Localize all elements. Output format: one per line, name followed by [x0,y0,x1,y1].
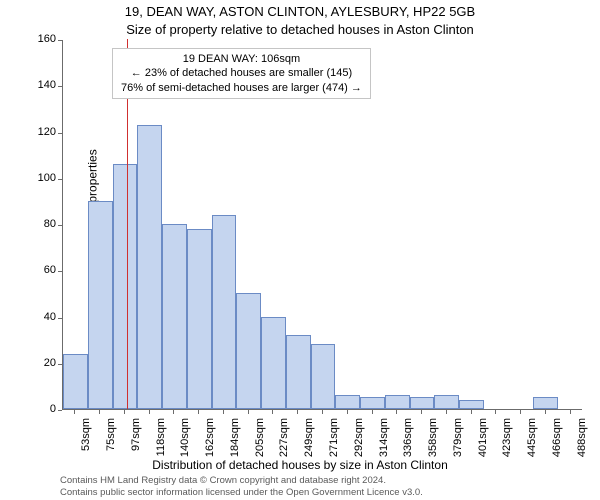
histogram-bar [113,164,138,409]
histogram-bar [261,317,286,410]
x-tick-mark [124,410,125,414]
y-tick-label: 20 [26,357,56,369]
x-tick-mark [99,410,100,414]
footer-line1: Contains HM Land Registry data © Crown c… [60,475,423,486]
y-tick-mark [58,318,62,319]
x-tick-mark [372,410,373,414]
histogram-bar [410,397,435,409]
histogram-bar [162,224,187,409]
histogram-bar [459,400,484,409]
footer-attribution: Contains HM Land Registry data © Crown c… [60,475,423,498]
x-tick-mark [173,410,174,414]
annotation-line3: 76% of semi-detached houses are larger (… [121,81,362,95]
x-tick-mark [495,410,496,414]
x-tick-mark [545,410,546,414]
histogram-bar [360,397,385,409]
histogram-bar [63,354,88,410]
x-tick-mark [198,410,199,414]
x-tick-mark [297,410,298,414]
footer-line2: Contains public sector information licen… [60,487,423,498]
x-tick-mark [322,410,323,414]
y-tick-label: 120 [26,126,56,138]
histogram-bar [187,229,212,409]
x-tick-mark [248,410,249,414]
y-tick-mark [58,364,62,365]
y-tick-label: 0 [26,403,56,415]
x-tick-mark [149,410,150,414]
y-tick-label: 80 [26,218,56,230]
histogram-bar [236,293,261,409]
chart-subtitle: Size of property relative to detached ho… [0,22,600,37]
x-tick-mark [74,410,75,414]
histogram-bar [434,395,459,409]
x-axis-label: Distribution of detached houses by size … [0,458,600,472]
x-tick-mark [446,410,447,414]
x-tick-mark [520,410,521,414]
x-tick-mark [272,410,273,414]
annotation-line2: ← 23% of detached houses are smaller (14… [121,66,362,80]
y-tick-label: 100 [26,172,56,184]
x-tick-mark [570,410,571,414]
histogram-bar [212,215,237,409]
y-tick-label: 60 [26,264,56,276]
y-tick-label: 140 [26,79,56,91]
y-tick-mark [58,271,62,272]
y-tick-label: 40 [26,311,56,323]
y-tick-label: 160 [26,33,56,45]
histogram-bar [385,395,410,409]
y-tick-mark [58,133,62,134]
x-tick-mark [347,410,348,414]
y-tick-mark [58,225,62,226]
histogram-bar [137,125,162,409]
annotation-line1: 19 DEAN WAY: 106sqm [121,52,362,66]
y-tick-mark [58,40,62,41]
histogram-bar [533,397,558,409]
histogram-bar [311,344,336,409]
histogram-bar [88,201,113,409]
y-tick-mark [58,410,62,411]
chart-title-address: 19, DEAN WAY, ASTON CLINTON, AYLESBURY, … [0,4,600,19]
x-tick-mark [471,410,472,414]
histogram-bar [286,335,311,409]
x-tick-mark [396,410,397,414]
annotation-box: 19 DEAN WAY: 106sqm ← 23% of detached ho… [112,48,371,99]
x-tick-mark [223,410,224,414]
histogram-bar [335,395,360,409]
x-tick-mark [421,410,422,414]
chart-container: 19, DEAN WAY, ASTON CLINTON, AYLESBURY, … [0,0,600,500]
y-tick-mark [58,86,62,87]
y-tick-mark [58,179,62,180]
